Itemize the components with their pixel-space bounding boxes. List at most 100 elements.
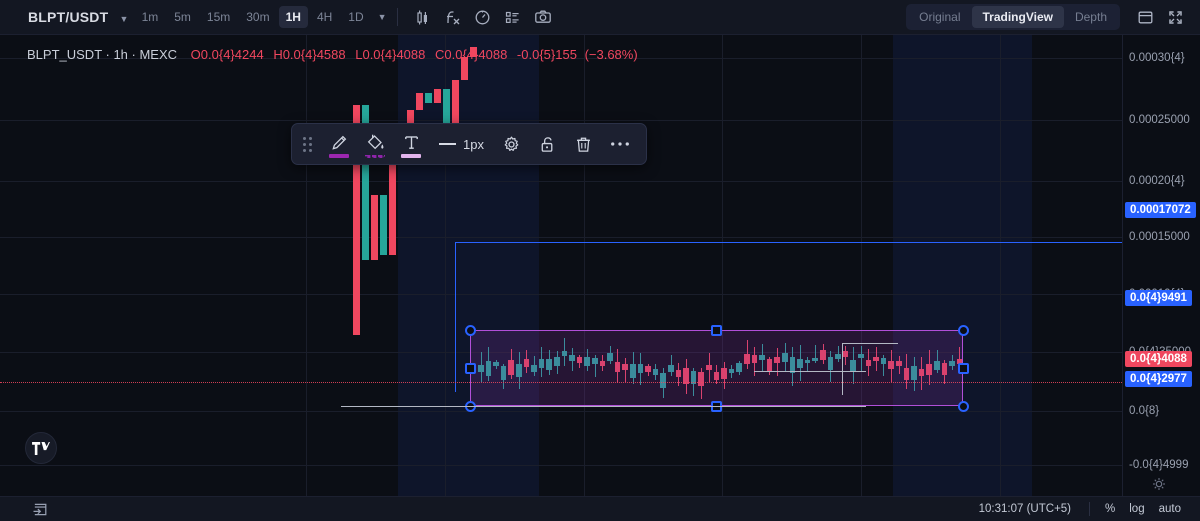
candle-body xyxy=(820,349,826,360)
timeframe-1h[interactable]: 1H xyxy=(278,6,308,28)
candle-body xyxy=(721,367,727,379)
view-mode-tradingview[interactable]: TradingView xyxy=(971,6,1064,28)
candle-body xyxy=(485,361,492,377)
price-badge: 0.0{4}9491 xyxy=(1125,290,1192,306)
candle-body xyxy=(926,363,932,376)
pencil-color-swatch[interactable] xyxy=(329,154,349,158)
timeframe-1d[interactable]: 1D xyxy=(348,10,364,24)
bottom-status-bar: 10:31:07 (UTC+5) % log auto xyxy=(0,496,1200,521)
grid-line-horizontal xyxy=(0,120,1122,121)
rectangle-resize-handle[interactable] xyxy=(957,324,969,336)
symbol-label: BLPT/USDT xyxy=(28,9,109,25)
rectangle-resize-handle[interactable] xyxy=(464,324,476,336)
candle-wick xyxy=(814,345,816,364)
candle-body xyxy=(380,195,387,255)
candle-body xyxy=(941,363,948,376)
rectangle-resize-handle[interactable] xyxy=(957,362,969,374)
line-width-selector[interactable]: 1px xyxy=(429,137,494,152)
trash-icon[interactable] xyxy=(566,127,602,161)
horizontal-ray-drawing[interactable] xyxy=(455,242,1122,243)
candle-body xyxy=(804,359,811,364)
legend-high-value: 0.0{4}4588 xyxy=(282,47,346,62)
price-scale[interactable]: 0.00030{4} 0.00025000 0.00020{4} 0.00015000… xyxy=(1122,35,1200,521)
candlestick-icon[interactable] xyxy=(408,5,438,29)
view-mode-depth[interactable]: Depth xyxy=(1074,10,1107,24)
legend-open-value: 0.0{4}4244 xyxy=(200,47,264,62)
gauge-icon[interactable] xyxy=(468,5,498,29)
timeframe-4h[interactable]: 4H xyxy=(316,10,333,24)
timeframe-5m[interactable]: 5m xyxy=(174,10,191,24)
grid-line-vertical xyxy=(861,35,862,496)
grid-line-horizontal xyxy=(0,294,1122,295)
candle-body xyxy=(706,364,712,371)
timeframe-15m[interactable]: 15m xyxy=(206,10,231,24)
grid-line-horizontal xyxy=(0,411,1122,412)
horizontal-line-drawing[interactable] xyxy=(754,371,866,372)
timeframe-1m[interactable]: 1m xyxy=(141,10,159,24)
candle-body xyxy=(698,372,704,386)
price-scale-settings-icon[interactable] xyxy=(1150,475,1168,498)
candle-body xyxy=(782,352,788,363)
candle-body xyxy=(389,165,396,255)
fullscreen-icon[interactable] xyxy=(1160,5,1190,29)
jump-to-realtime-icon[interactable] xyxy=(32,501,49,518)
current-price-line xyxy=(0,382,1122,383)
candle-body xyxy=(630,364,636,378)
horizontal-line-drawing[interactable] xyxy=(341,406,866,407)
vertical-line-drawing[interactable] xyxy=(842,343,843,395)
candle-body xyxy=(880,357,887,364)
layout-panel-icon[interactable] xyxy=(1130,5,1160,29)
percent-scale-toggle[interactable]: % xyxy=(1105,503,1116,515)
more-options-icon[interactable] xyxy=(602,127,638,161)
candle-body xyxy=(500,366,507,380)
candle-body xyxy=(531,364,537,372)
candle-body xyxy=(461,57,468,80)
log-scale-toggle[interactable]: log xyxy=(1129,503,1145,515)
unlock-icon[interactable] xyxy=(530,127,566,161)
legend-high-label: H xyxy=(273,47,283,62)
list-icon[interactable] xyxy=(498,5,528,29)
grid-line-horizontal xyxy=(0,181,1122,182)
timeframe-chevron-down-icon[interactable]: ▼ xyxy=(377,12,387,22)
line-width-label: 1px xyxy=(463,136,484,152)
tradingview-logo xyxy=(25,432,57,464)
view-mode-group: Original TradingView Depth xyxy=(906,4,1120,30)
rectangle-resize-handle[interactable] xyxy=(711,324,722,336)
candle-body xyxy=(407,110,414,135)
timeframe-30m[interactable]: 30m xyxy=(246,10,270,24)
candle-body xyxy=(561,350,568,357)
price-axis-label: 0.00030{4} xyxy=(1129,52,1185,64)
symbol-selector[interactable]: BLPT/USDT ▼ xyxy=(10,9,133,25)
chart-plot[interactable] xyxy=(0,35,1122,496)
pencil-icon[interactable] xyxy=(321,127,357,161)
rectangle-resize-handle[interactable] xyxy=(464,362,476,374)
candle-body xyxy=(584,356,590,366)
grid-line-vertical xyxy=(306,35,307,496)
text-color-swatch[interactable] xyxy=(401,154,421,158)
price-badge: 0.00017072 xyxy=(1125,202,1196,218)
legend-close-label: C xyxy=(435,47,445,62)
grid-line-vertical xyxy=(1000,35,1001,496)
fill-color-swatch[interactable] xyxy=(365,154,385,158)
rectangle-resize-handle[interactable] xyxy=(957,400,969,412)
indicators-fx-icon[interactable] xyxy=(438,5,468,29)
candle-body xyxy=(850,360,856,371)
auto-scale-toggle[interactable]: auto xyxy=(1158,503,1181,515)
price-axis-label: 0.00025000 xyxy=(1129,114,1190,126)
candle-body xyxy=(607,353,613,361)
candle-body xyxy=(516,364,522,377)
text-icon[interactable] xyxy=(393,127,429,161)
paint-bucket-icon[interactable] xyxy=(357,127,393,161)
price-axis-label: 0.00020{4} xyxy=(1129,175,1185,187)
drawing-toolbar[interactable]: 1px xyxy=(291,123,647,165)
candle-body xyxy=(493,362,499,366)
rectangle-drawing[interactable] xyxy=(470,330,963,406)
candle-wick xyxy=(860,346,862,371)
camera-icon[interactable] xyxy=(528,5,558,29)
settings-gear-icon[interactable] xyxy=(494,127,530,161)
view-mode-original[interactable]: Original xyxy=(919,10,961,24)
candle-body xyxy=(675,370,682,377)
drag-dots-icon[interactable] xyxy=(303,136,312,152)
candle-body xyxy=(538,359,545,368)
horizontal-line-drawing[interactable] xyxy=(842,343,898,344)
